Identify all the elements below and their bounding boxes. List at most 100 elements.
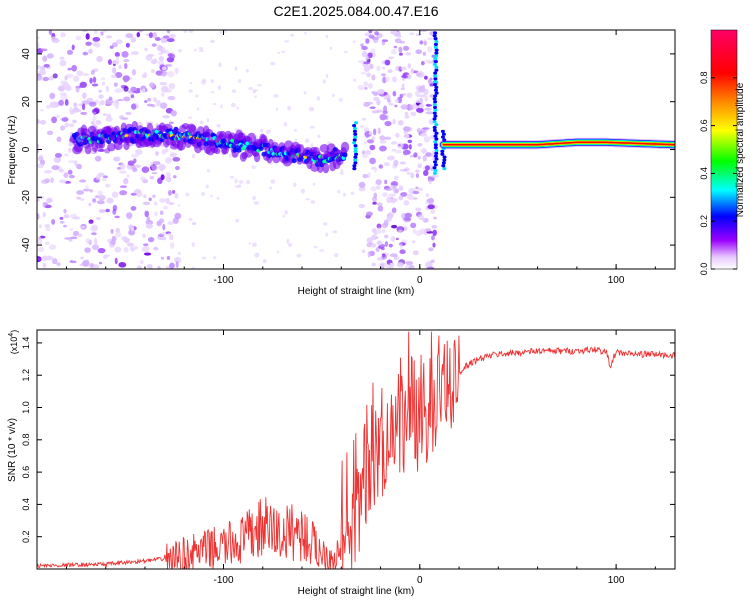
noise-speck [56,114,60,119]
noise-speck [172,156,181,162]
noise-speck [174,212,182,220]
edge-spike [353,132,358,136]
noise-speck [412,190,420,195]
edge-spike [432,166,437,170]
noise-speck [310,200,316,204]
noise-speck [427,204,435,210]
edge-spike [432,34,437,38]
noise-speck [188,89,193,93]
snr-y-multiplier: (x104) [8,330,19,354]
noise-speck [170,110,177,117]
snr-panel: -100 0 100 0.2 0.4 0.6 0.8 1.0 1.2 1.4 Height of … [7,329,676,597]
noise-speck [216,123,221,128]
signal-halo [246,132,257,144]
noise-speck [94,237,98,245]
noise-speck [290,33,295,37]
noise-speck [358,203,366,209]
noise-speck [136,87,141,92]
noise-speck [368,30,373,34]
noise-speck [431,174,440,178]
signal-halo [146,122,154,135]
noise-speck [40,48,48,52]
edge-spike [433,71,438,75]
noise-speck [384,162,390,167]
noise-speck [114,71,123,78]
snr-axes: -100 0 100 0.2 0.4 0.6 0.8 1.0 1.2 1.4 [21,330,675,586]
x-tick-label: 100 [608,275,625,286]
noise-speck [169,262,175,269]
noise-speck [387,211,395,218]
noise-speck [418,94,427,98]
noise-speck [245,179,251,185]
noise-speck [117,98,124,102]
noise-speck [369,157,376,165]
noise-speck [110,228,114,234]
noise-speck [80,111,88,115]
noise-speck [381,254,387,260]
noise-speck [56,136,62,143]
noise-speck [166,57,175,63]
noise-speck [382,76,387,84]
edge-spike [433,108,438,112]
edge-spike [434,68,439,72]
noise-speck [370,243,377,248]
noise-speck [135,149,143,155]
noise-speck [400,66,407,71]
noise-speck [412,250,419,256]
noise-speck [393,45,398,49]
noise-speck [231,102,236,108]
noise-speck [177,204,181,207]
noise-speck [152,194,156,198]
colorbar-tick-label: 0.4 [699,167,709,180]
noise-speck [406,171,411,176]
noise-speck [305,198,311,201]
noise-speck [381,73,387,77]
noise-speck [37,213,40,220]
noise-speck [93,111,97,116]
noise-speck [260,128,264,133]
noise-speck [37,36,40,40]
noise-speck [146,264,153,269]
noise-speck [402,45,410,51]
noise-speck [42,202,47,208]
edge-spike [433,145,438,150]
noise-speck [353,78,357,82]
noise-speck [217,85,222,90]
noise-speck [59,56,65,60]
noise-speck [92,36,101,42]
noise-speck [51,38,60,44]
noise-speck [404,212,412,219]
noise-speck [94,30,98,34]
noise-speck [168,202,175,206]
noise-speck [385,188,392,191]
noise-speck [82,92,87,100]
noise-speck [359,124,365,129]
signal-peak [154,129,159,134]
noise-speck [375,179,382,186]
noise-speck [147,97,152,102]
noise-speck [59,216,64,220]
noise-speck [128,229,136,236]
noise-speck [397,120,404,126]
noise-speck [102,175,108,179]
colorbar-tick-label: 0.6 [699,119,709,132]
noise-speck [428,197,435,205]
noise-speck [139,176,146,181]
noise-speck [161,39,165,44]
noise-speck [165,171,171,178]
y-tick-label: 1.0 [21,401,31,414]
noise-speck [89,263,94,268]
noise-speck [76,70,84,77]
signal-halo [218,130,227,141]
noise-speck [238,184,242,188]
noise-speck [91,244,99,251]
noise-speck [364,32,371,37]
noise-speck [371,110,380,114]
noise-speck [107,59,112,65]
x-tick-label: -100 [213,275,233,286]
noise-speck [38,224,42,229]
noise-speck [374,31,379,36]
y-tick-label: 1.2 [21,369,31,382]
noise-speck [376,223,382,229]
noise-speck [379,140,387,144]
